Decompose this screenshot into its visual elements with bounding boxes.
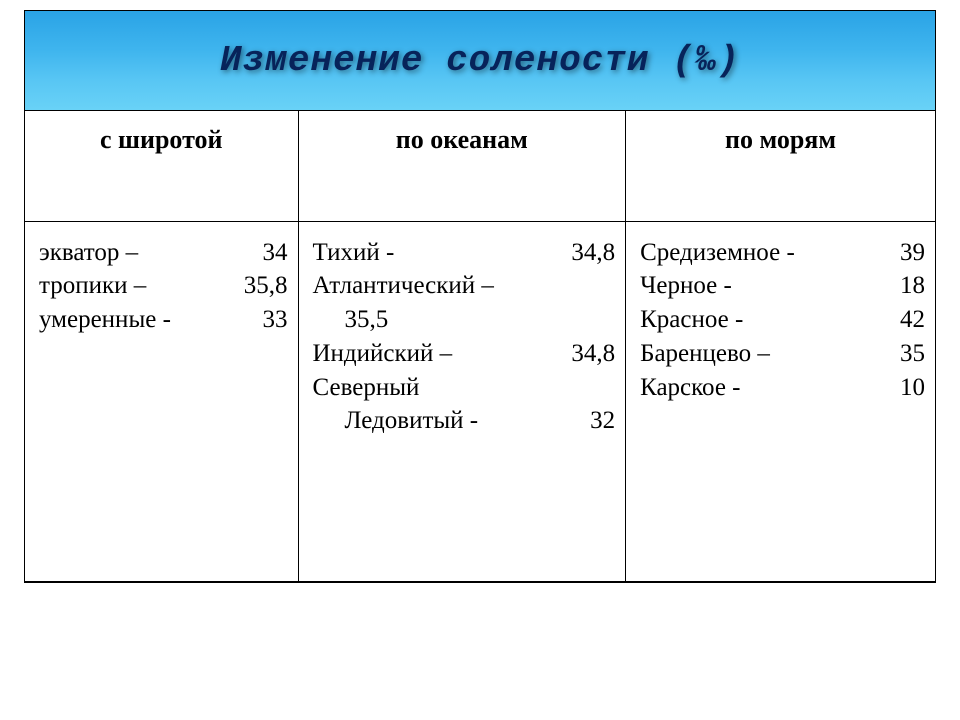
ocean-atlantic: Атлантический –: [313, 269, 616, 303]
value: 18: [896, 269, 925, 303]
label: Средиземное -: [640, 236, 896, 270]
lat-equator: экватор – 34: [39, 236, 288, 270]
label: умеренные -: [39, 303, 259, 337]
label: Баренцево –: [640, 337, 896, 371]
value: 35,8: [240, 269, 288, 303]
salinity-table: с широтой по океанам по морям экватор – …: [25, 111, 935, 582]
value: 10: [896, 371, 925, 405]
value: 34,8: [567, 236, 615, 270]
sea-mediterranean: Средиземное - 39: [640, 236, 925, 270]
value: 32: [586, 404, 615, 438]
sea-red: Красное - 42: [640, 303, 925, 337]
header-oceans: по океанам: [298, 111, 626, 221]
value: 42: [896, 303, 925, 337]
bottom-whitespace: [24, 583, 936, 673]
ocean-pacific: Тихий - 34,8: [313, 236, 616, 270]
value: 39: [896, 236, 925, 270]
label: Ледовитый -: [345, 404, 587, 438]
label: Красное -: [640, 303, 896, 337]
value: 33: [259, 303, 288, 337]
sea-black: Черное - 18: [640, 269, 925, 303]
cell-latitude: экватор – 34 тропики – 35,8 умеренные - …: [25, 221, 298, 581]
ocean-indian: Индийский – 34,8: [313, 337, 616, 371]
title-band: Изменение солености (‰): [25, 11, 935, 111]
lat-tropics: тропики – 35,8: [39, 269, 288, 303]
cell-oceans: Тихий - 34,8 Атлантический – 35,5 Индийс…: [298, 221, 626, 581]
label: Атлантический –: [313, 269, 616, 303]
cell-seas: Средиземное - 39 Черное - 18 Красное - 4…: [626, 221, 935, 581]
value: 34,8: [567, 337, 615, 371]
header-seas: по морям: [626, 111, 935, 221]
value: 35,5: [345, 303, 616, 337]
label: Тихий -: [313, 236, 568, 270]
table-header-row: с широтой по океанам по морям: [25, 111, 935, 221]
label: Черное -: [640, 269, 896, 303]
slide: Изменение солености (‰) с широтой по оке…: [0, 0, 960, 720]
slide-title: Изменение солености (‰): [220, 40, 740, 81]
sea-barents: Баренцево – 35: [640, 337, 925, 371]
value: 34: [259, 236, 288, 270]
label: Карское -: [640, 371, 896, 405]
label: Северный: [313, 371, 616, 405]
value: 35: [896, 337, 925, 371]
ocean-arctic-2: Ледовитый - 32: [313, 404, 616, 438]
sea-kara: Карское - 10: [640, 371, 925, 405]
lat-temperate: умеренные - 33: [39, 303, 288, 337]
header-latitude: с широтой: [25, 111, 298, 221]
label: Индийский –: [313, 337, 568, 371]
label: тропики –: [39, 269, 240, 303]
content-frame: Изменение солености (‰) с широтой по оке…: [24, 10, 936, 583]
ocean-atlantic-value: 35,5: [313, 303, 616, 337]
table-data-row: экватор – 34 тропики – 35,8 умеренные - …: [25, 221, 935, 581]
label: экватор –: [39, 236, 259, 270]
ocean-arctic-1: Северный: [313, 371, 616, 405]
